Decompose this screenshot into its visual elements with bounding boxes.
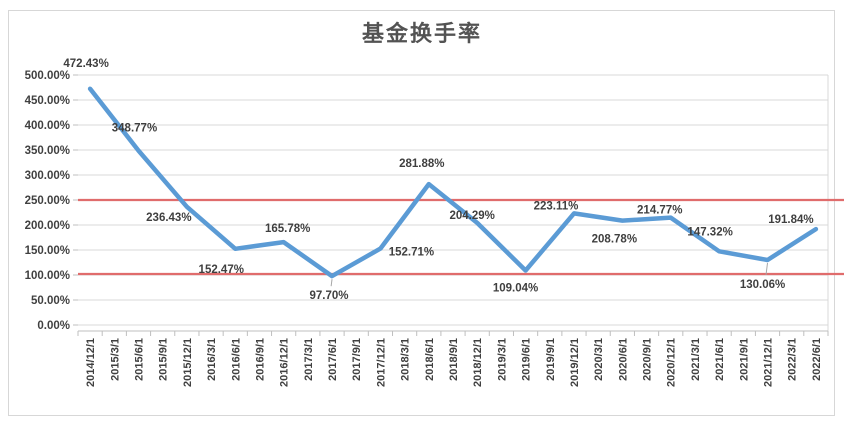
x-tick-label: 2021/12/1	[763, 338, 775, 387]
y-tick-label: 50.00%	[31, 295, 70, 307]
data-point-label: 147.32%	[687, 226, 732, 238]
x-tick-label: 2019/6/1	[521, 338, 533, 381]
y-tick-label: 500.00%	[25, 70, 70, 82]
data-point-label: 97.70%	[310, 290, 349, 302]
data-point-label: 109.04%	[493, 282, 538, 294]
x-tick-label: 2020/12/1	[666, 338, 678, 387]
x-tick-label: 2017/9/1	[351, 338, 363, 381]
y-tick-label: 450.00%	[25, 95, 70, 107]
x-tick-label: 2017/3/1	[303, 338, 315, 381]
x-tick-label: 2015/9/1	[158, 338, 170, 381]
y-tick-label: 150.00%	[25, 245, 70, 257]
x-tick-label: 2020/6/1	[617, 338, 629, 381]
data-point-label: 223.11%	[534, 200, 579, 212]
x-tick-label: 2015/3/1	[109, 338, 121, 381]
data-point-label: 191.84%	[768, 214, 813, 226]
x-tick-label: 2016/12/1	[279, 338, 291, 387]
series-line	[87, 86, 819, 279]
data-point-label: 152.71%	[389, 247, 434, 259]
x-tick-label: 2016/9/1	[254, 338, 266, 381]
data-point-label: 281.88%	[399, 158, 444, 170]
y-tick-label: 100.00%	[25, 270, 70, 282]
y-tick-label: 400.00%	[25, 120, 70, 132]
x-tick-label: 2014/12/1	[85, 338, 97, 387]
y-tick-label: 200.00%	[25, 220, 70, 232]
chart-border	[8, 10, 835, 416]
data-point-label: 472.43%	[63, 58, 108, 70]
label-leader-line	[330, 279, 333, 287]
x-tick-label: 2022/6/1	[811, 338, 823, 381]
x-tick-label: 2015/6/1	[133, 338, 145, 381]
x-tick-label: 2018/9/1	[448, 338, 460, 381]
data-point-label: 204.29%	[449, 210, 494, 222]
x-tick-label: 2020/3/1	[593, 338, 605, 381]
data-point-label: 152.47%	[199, 264, 244, 276]
data-point-label: 130.06%	[740, 279, 785, 291]
x-tick-label: 2016/3/1	[206, 338, 218, 381]
x-tick-label: 2019/3/1	[496, 338, 508, 381]
data-point-label: 208.78%	[592, 234, 637, 246]
x-tick-label: 2017/12/1	[375, 338, 387, 387]
y-tick-label: 300.00%	[25, 170, 70, 182]
x-tick-label: 2018/12/1	[472, 338, 484, 387]
x-tick-label: 2020/9/1	[642, 338, 654, 381]
x-tick-label: 2018/3/1	[400, 338, 412, 381]
x-tick-label: 2019/9/1	[545, 338, 557, 381]
x-tick-label: 2021/6/1	[714, 338, 726, 381]
x-tick-label: 2017/6/1	[327, 338, 339, 381]
x-tick-label: 2022/3/1	[787, 338, 799, 381]
x-tick-label: 2018/6/1	[424, 338, 436, 381]
x-tick-label: 2021/9/1	[738, 338, 750, 381]
x-tick-label: 2016/6/1	[230, 338, 242, 381]
x-tick-label: 2015/12/1	[182, 338, 194, 387]
label-leader-line	[765, 262, 769, 276]
y-tick-label: 0.00%	[37, 320, 70, 332]
data-point-label: 236.43%	[146, 212, 191, 224]
x-tick-label: 2019/12/1	[569, 338, 581, 387]
chart-title: 基金换手率	[361, 21, 482, 46]
y-tick-label: 250.00%	[25, 195, 70, 207]
x-tick-label: 2021/3/1	[690, 338, 702, 381]
data-point-label: 214.77%	[637, 205, 682, 217]
data-point-label: 165.78%	[265, 223, 310, 235]
data-point-label: 348.77%	[112, 123, 157, 135]
y-tick-label: 350.00%	[25, 145, 70, 157]
